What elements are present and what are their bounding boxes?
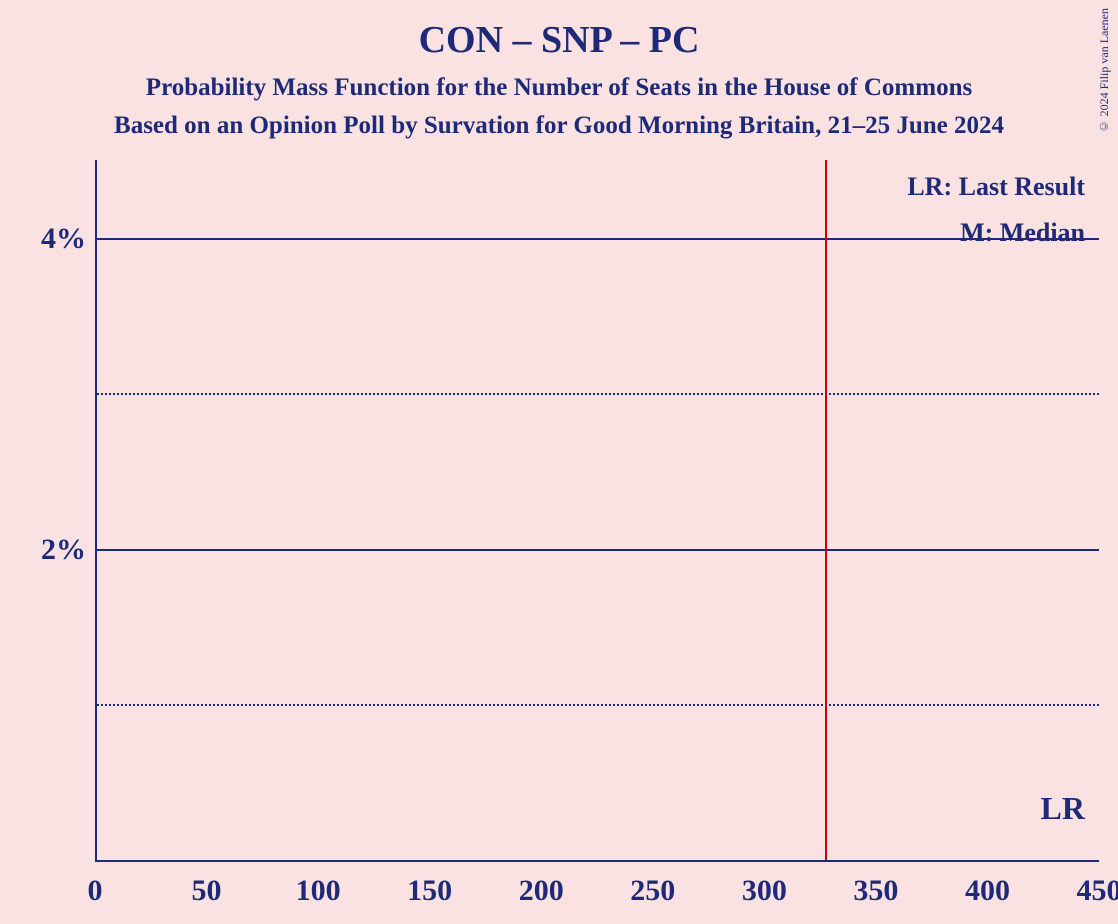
x-tick-250: 250 <box>630 874 675 908</box>
x-tick-400: 400 <box>965 874 1010 908</box>
chart-plot-area: LR: Last Result M: Median LR <box>95 160 1099 860</box>
chart-subtitle-2: Based on an Opinion Poll by Survation fo… <box>0 112 1118 140</box>
gridline-y-2 <box>97 549 1099 551</box>
x-tick-50: 50 <box>192 874 222 908</box>
gridline-y-3 <box>97 393 1099 395</box>
gridline-y-4 <box>97 238 1099 240</box>
chart-subtitle-1: Probability Mass Function for the Number… <box>0 74 1118 102</box>
x-tick-300: 300 <box>742 874 787 908</box>
x-tick-350: 350 <box>853 874 898 908</box>
copyright-text: © 2024 Filip van Laenen <box>1097 8 1112 133</box>
legend-median: M: Median <box>960 218 1085 248</box>
x-tick-100: 100 <box>296 874 341 908</box>
x-tick-0: 0 <box>88 874 103 908</box>
lr-marker-label: LR <box>1041 790 1085 827</box>
gridline-y-1 <box>97 704 1099 706</box>
chart-title: CON – SNP – PC <box>0 0 1118 62</box>
x-tick-150: 150 <box>407 874 452 908</box>
y-tick-2: 2% <box>6 533 86 567</box>
x-axis <box>95 860 1099 862</box>
y-axis <box>95 160 97 860</box>
x-tick-200: 200 <box>519 874 564 908</box>
legend-last-result: LR: Last Result <box>907 172 1085 202</box>
y-tick-4: 4% <box>6 222 86 256</box>
last-result-line <box>825 160 827 860</box>
x-tick-450: 450 <box>1077 874 1118 908</box>
